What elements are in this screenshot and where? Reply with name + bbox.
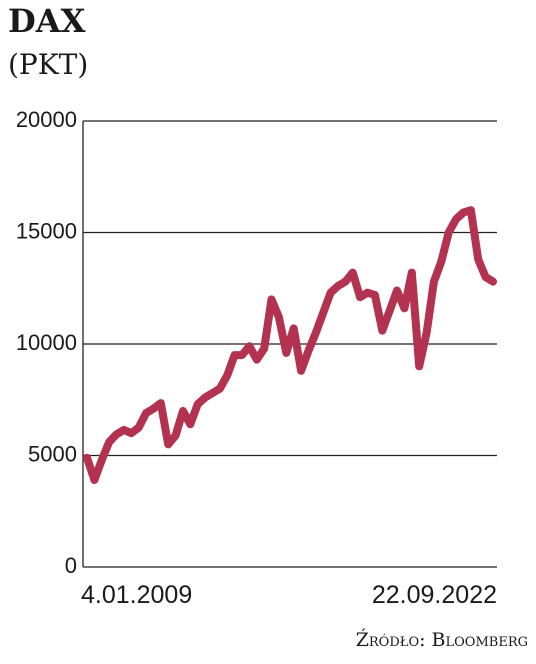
chart-subtitle: (PKT) bbox=[8, 48, 88, 81]
chart-title: DAX bbox=[8, 2, 86, 40]
series-line bbox=[83, 206, 497, 484]
x-tick-label: 4.01.2009 bbox=[81, 581, 192, 609]
y-tick-label: 15000 bbox=[16, 218, 77, 243]
source: Źródło: Bloomberg bbox=[356, 628, 528, 651]
x-tick-label: 22.09.2022 bbox=[372, 581, 497, 609]
y-tick-label: 5000 bbox=[28, 441, 77, 466]
y-tick-label: 10000 bbox=[16, 330, 77, 355]
y-tick-label: 0 bbox=[65, 553, 77, 578]
y-tick-label: 20000 bbox=[16, 107, 77, 132]
